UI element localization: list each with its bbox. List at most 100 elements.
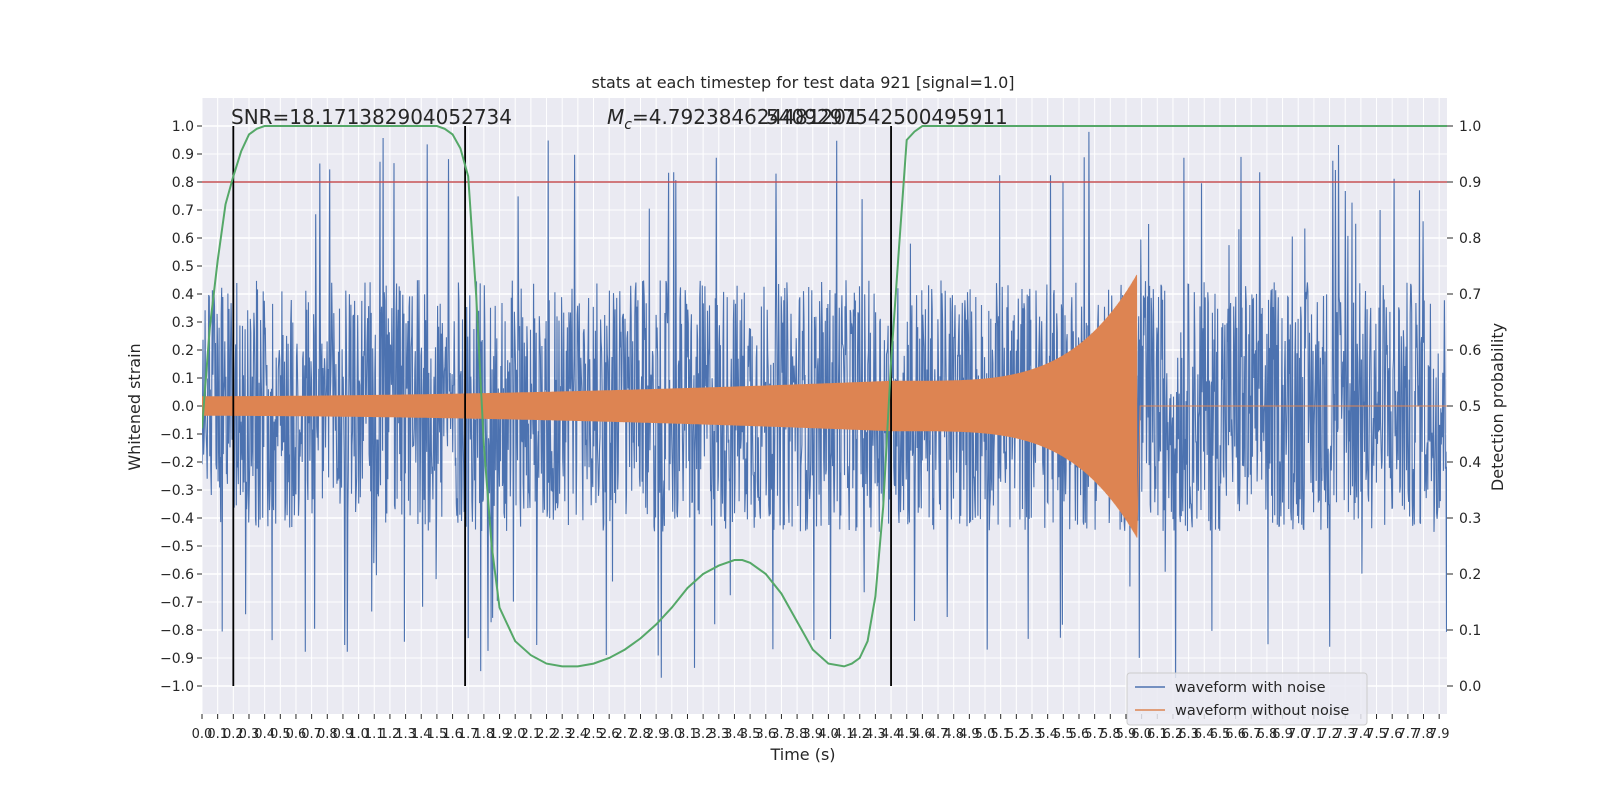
snr-annotation: SNR=18.171382904052734 bbox=[231, 105, 512, 129]
y-right-tick-label: 0.7 bbox=[1459, 287, 1481, 303]
y-left-tick-label: 0.1 bbox=[172, 371, 194, 387]
x-tick-label: 4.9 bbox=[959, 727, 980, 742]
x-tick-label: 6.9 bbox=[1272, 727, 1293, 742]
series-waveform-without-noise bbox=[202, 274, 1447, 538]
y-left-tick-label: 0.0 bbox=[172, 399, 194, 415]
x-tick-label: 5.6 bbox=[1069, 727, 1090, 742]
x-tick-label: 3.7 bbox=[771, 727, 792, 742]
plot-content bbox=[202, 125, 1447, 686]
x-tick-label: 1.9 bbox=[489, 727, 510, 742]
y-axis-right-label: Detection probability bbox=[1488, 323, 1507, 491]
series-detection-probability bbox=[202, 125, 1447, 668]
y-right-tick-label: 0.2 bbox=[1459, 567, 1481, 583]
y-left-tick-label: −0.4 bbox=[160, 511, 194, 527]
y-left-tick-label: −0.5 bbox=[160, 539, 194, 555]
y-right-tick-label: 0.1 bbox=[1459, 623, 1481, 639]
x-tick-label: 5.4 bbox=[1037, 727, 1058, 742]
x-tick-label: 7.5 bbox=[1366, 727, 1387, 742]
x-tick-label: 7.8 bbox=[1413, 727, 1434, 742]
x-tick-label: 2.3 bbox=[552, 727, 573, 742]
x-tick-label: 0.1 bbox=[207, 727, 228, 742]
y-left-tick-label: −0.6 bbox=[160, 567, 194, 583]
x-tick-label: 1.7 bbox=[458, 727, 479, 742]
x-tick-label: 5.5 bbox=[1053, 727, 1074, 742]
x-tick-label: 7.7 bbox=[1398, 727, 1419, 742]
x-tick-label: 5.9 bbox=[1116, 727, 1137, 742]
x-tick-label: 2.9 bbox=[646, 727, 667, 742]
y-left-tick-label: 0.7 bbox=[172, 203, 194, 219]
x-tick-label: 7.0 bbox=[1288, 727, 1309, 742]
y-right-tick-label: 0.8 bbox=[1459, 231, 1481, 247]
x-tick-label: 6.3 bbox=[1178, 727, 1199, 742]
x-tick-label: 7.1 bbox=[1304, 727, 1325, 742]
y-left-tick-label: 0.2 bbox=[172, 343, 194, 359]
x-tick-label: 1.4 bbox=[411, 727, 432, 742]
x-tick-label: 4.6 bbox=[912, 727, 933, 742]
x-tick-label: 0.5 bbox=[270, 727, 291, 742]
series-waveform-with-noise bbox=[202, 131, 1447, 679]
x-tick-label: 2.5 bbox=[583, 727, 604, 742]
x-tick-label: 5.1 bbox=[990, 727, 1011, 742]
x-tick-label: 5.7 bbox=[1084, 727, 1105, 742]
y-right-tick-label: 0.4 bbox=[1459, 455, 1481, 471]
y-left-tick-label: 0.9 bbox=[172, 147, 194, 163]
x-tick-label: 1.8 bbox=[474, 727, 495, 742]
y-left-tick-label: 0.4 bbox=[172, 287, 194, 303]
y-right-tick-label: 0.6 bbox=[1459, 343, 1481, 359]
x-tick-label: 1.5 bbox=[427, 727, 448, 742]
x-tick-label: 0.7 bbox=[301, 727, 322, 742]
x-tick-label: 0.9 bbox=[333, 727, 354, 742]
y-right-tick-label: 0.0 bbox=[1459, 679, 1481, 695]
x-tick-label: 4.3 bbox=[865, 727, 886, 742]
x-tick-label: 2.8 bbox=[630, 727, 651, 742]
x-tick-label: 3.1 bbox=[677, 727, 698, 742]
y-axis-left-label: Whitened strain bbox=[125, 343, 144, 470]
y-left-tick-label: −0.8 bbox=[160, 623, 194, 639]
x-tick-label: 6.0 bbox=[1131, 727, 1152, 742]
y-right-tick-label: 0.5 bbox=[1459, 399, 1481, 415]
x-tick-label: 7.3 bbox=[1335, 727, 1356, 742]
x-tick-label: 5.0 bbox=[975, 727, 996, 742]
chirp-mass-symbol: M bbox=[607, 105, 624, 129]
y-left-tick-label: 0.6 bbox=[172, 231, 194, 247]
y-left-tick-label: 1.0 bbox=[172, 119, 194, 135]
x-tick-label: 0.2 bbox=[223, 727, 244, 742]
overlapping-annotation: 5409297542500495911 bbox=[766, 105, 1008, 129]
x-tick-label: 5.3 bbox=[1022, 727, 1043, 742]
y-left-tick-label: 0.8 bbox=[172, 175, 194, 191]
y-right-tick-label: 0.9 bbox=[1459, 175, 1481, 191]
y-left-tick-label: −0.2 bbox=[160, 455, 194, 471]
x-tick-label: 2.1 bbox=[521, 727, 542, 742]
vertical-markers bbox=[232, 126, 892, 686]
x-tick-label: 6.7 bbox=[1241, 727, 1262, 742]
x-tick-label: 6.5 bbox=[1210, 727, 1231, 742]
x-tick-label: 2.0 bbox=[505, 727, 526, 742]
chirp-mass-annotation: Mc=4.792384624481201 bbox=[607, 105, 859, 133]
legend: waveform with noise waveform without noi… bbox=[1126, 672, 1368, 726]
x-tick-label: 6.2 bbox=[1163, 727, 1184, 742]
y-right-tick-label: 1.0 bbox=[1459, 119, 1481, 135]
y-left-tick-label: 0.3 bbox=[172, 315, 194, 331]
x-tick-label: 3.0 bbox=[661, 727, 682, 742]
x-tick-label: 4.4 bbox=[881, 727, 902, 742]
chart-title: stats at each timestep for test data 921… bbox=[591, 73, 1014, 92]
y-axis-left-ticks: −1.0 −0.9 −0.8 −0.7 −0.6 −0.5 −0.4 −0.3 −0.2 −0.1… bbox=[160, 119, 202, 695]
x-tick-label: 2.2 bbox=[536, 727, 557, 742]
x-tick-label: 3.4 bbox=[724, 727, 745, 742]
x-tick-label: 3.6 bbox=[755, 727, 776, 742]
x-tick-label: 0.8 bbox=[317, 727, 338, 742]
x-tick-label: 4.7 bbox=[928, 727, 949, 742]
x-tick-label: 6.1 bbox=[1147, 727, 1168, 742]
y-left-tick-label: −0.1 bbox=[160, 427, 194, 443]
x-tick-label: 2.7 bbox=[614, 727, 635, 742]
x-tick-label: 4.2 bbox=[849, 727, 870, 742]
chirp-mass-subscript: c bbox=[624, 117, 632, 133]
x-axis-label: Time (s) bbox=[769, 745, 835, 764]
x-tick-label: 7.6 bbox=[1382, 727, 1403, 742]
x-tick-label: 6.4 bbox=[1194, 727, 1215, 742]
x-tick-label: 1.0 bbox=[348, 727, 369, 742]
x-tick-label: 5.8 bbox=[1100, 727, 1121, 742]
y-left-tick-label: −0.9 bbox=[160, 651, 194, 667]
x-tick-label: 4.0 bbox=[818, 727, 839, 742]
